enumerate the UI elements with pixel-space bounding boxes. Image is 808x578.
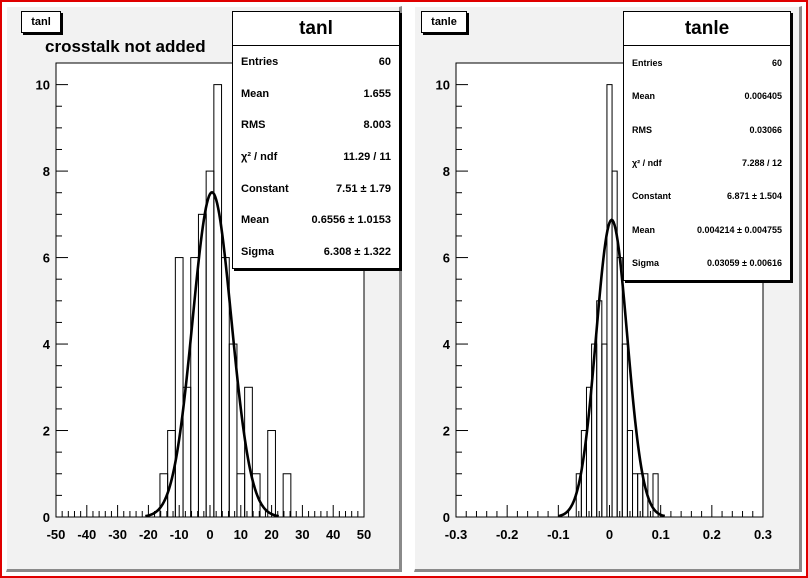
x-tick-label: 0.3 bbox=[754, 527, 772, 542]
stats-value: 0.03066 bbox=[749, 124, 782, 135]
stats-value: 60 bbox=[378, 55, 391, 68]
stats-label: χ² / ndf bbox=[241, 150, 278, 163]
gaussian-fit-curve bbox=[558, 218, 666, 518]
stats-label: Mean bbox=[632, 224, 656, 235]
x-tick-label: 0 bbox=[206, 527, 213, 542]
stats-box-tanle[interactable]: tanle Entries 60 Mean 0.006405 RMS 0.03066 χ² … bbox=[623, 11, 791, 281]
histogram-bin bbox=[251, 473, 261, 518]
y-tick-label: 4 bbox=[443, 337, 451, 352]
stats-label: Sigma bbox=[632, 258, 660, 269]
stats-label: Mean bbox=[632, 91, 656, 102]
y-tick-label: 8 bbox=[43, 164, 50, 179]
stats-row: RMS 8.003 bbox=[233, 109, 399, 141]
stats-value: 1.655 bbox=[363, 87, 391, 100]
stats-row: Sigma 6.308 ± 1.322 bbox=[233, 236, 399, 268]
stats-label: χ² / ndf bbox=[632, 157, 662, 168]
stats-label: RMS bbox=[632, 124, 652, 135]
stats-value: 0.004214 ± 0.004755 bbox=[696, 224, 782, 235]
x-tick-label: -0.2 bbox=[496, 527, 518, 542]
x-tick-label: -50 bbox=[47, 527, 66, 542]
stats-label: Mean bbox=[241, 214, 270, 227]
y-tick-label: 8 bbox=[443, 164, 450, 179]
stats-value: 7.51 ± 1.79 bbox=[336, 182, 391, 195]
stats-value: 6.308 ± 1.322 bbox=[323, 246, 391, 259]
pad-tag-tanle[interactable]: tanle bbox=[421, 11, 467, 33]
gaussian-fit-curve bbox=[145, 190, 280, 518]
y-tick-label: 2 bbox=[443, 424, 450, 439]
stats-row: Constant 6.871 ± 1.504 bbox=[624, 180, 790, 213]
y-tick-label: 10 bbox=[36, 78, 50, 93]
stats-label: Constant bbox=[632, 191, 671, 202]
stats-value: 60 bbox=[771, 57, 782, 68]
x-tick-label: 10 bbox=[234, 527, 248, 542]
pad-tag-tanl[interactable]: tanl bbox=[21, 11, 61, 33]
y-tick-label: 0 bbox=[443, 510, 450, 525]
stats-value: 0.006405 bbox=[744, 91, 782, 102]
y-tick-label: 2 bbox=[43, 424, 50, 439]
histogram-bin bbox=[267, 430, 276, 518]
stats-rows: Entries 60 Mean 1.655 RMS 8.003 χ² / ndf 11.29 … bbox=[233, 46, 399, 268]
stats-value: 7.288 / 12 bbox=[741, 157, 782, 168]
stats-value: 11.29 / 11 bbox=[343, 150, 391, 163]
plot-title: crosstalk not added bbox=[45, 37, 206, 56]
pad-tanle[interactable]: 0 2 4 6 8 10 -0.3 -0.2 -0.1 0 0.1 0.2 0.3 tanle tanl… bbox=[414, 6, 802, 572]
x-tick-label: 40 bbox=[326, 527, 340, 542]
stats-rows: Entries 60 Mean 0.006405 RMS 0.03066 χ² / ndf 7… bbox=[624, 46, 790, 280]
stats-value: 0.03059 ± 0.00616 bbox=[706, 258, 782, 269]
x-tick-label: -40 bbox=[77, 527, 96, 542]
x-tick-label: -30 bbox=[108, 527, 127, 542]
stats-value: 6.871 ± 1.504 bbox=[727, 191, 782, 202]
x-tick-label: 0 bbox=[606, 527, 613, 542]
stats-label: Constant bbox=[241, 182, 289, 195]
stats-row: Mean 1.655 bbox=[233, 78, 399, 110]
stats-title: tanle bbox=[624, 12, 790, 46]
stats-row: RMS 0.03066 bbox=[624, 113, 790, 146]
x-tick-label: -10 bbox=[170, 527, 189, 542]
histogram-bin bbox=[652, 473, 659, 518]
x-tick-label: 0.1 bbox=[652, 527, 670, 542]
stats-row: Constant 7.51 ± 1.79 bbox=[233, 173, 399, 205]
stats-label: RMS bbox=[241, 119, 266, 132]
histogram-bin bbox=[244, 386, 253, 518]
x-tick-label: 20 bbox=[264, 527, 278, 542]
x-tick-label: -0.3 bbox=[445, 527, 467, 542]
stats-value: 0.6556 ± 1.0153 bbox=[311, 214, 391, 227]
stats-row: Mean 0.6556 ± 1.0153 bbox=[233, 205, 399, 237]
x-tick-label: 0.2 bbox=[703, 527, 721, 542]
y-tick-label: 4 bbox=[43, 337, 51, 352]
stats-value: 8.003 bbox=[363, 119, 391, 132]
stats-row: Entries 60 bbox=[624, 46, 790, 79]
stats-title: tanl bbox=[233, 12, 399, 46]
stats-row: χ² / ndf 11.29 / 11 bbox=[233, 141, 399, 173]
stats-row: Mean 0.006405 bbox=[624, 79, 790, 112]
stats-box-tanl[interactable]: tanl Entries 60 Mean 1.655 RMS 8.003 χ² / ndf 1… bbox=[232, 11, 400, 269]
x-tick-label: -20 bbox=[139, 527, 158, 542]
x-tick-label: 30 bbox=[295, 527, 309, 542]
stats-row: Sigma 0.03059 ± 0.00616 bbox=[624, 247, 790, 280]
y-tick-label: 10 bbox=[436, 78, 450, 93]
stats-label: Mean bbox=[241, 87, 270, 100]
stats-row: Mean 0.004214 ± 0.004755 bbox=[624, 213, 790, 246]
stats-row: χ² / ndf 7.288 / 12 bbox=[624, 146, 790, 179]
stats-label: Sigma bbox=[241, 246, 275, 259]
y-tick-label: 0 bbox=[43, 510, 50, 525]
y-tick-label: 6 bbox=[443, 251, 450, 266]
histogram-bin bbox=[282, 473, 292, 518]
stats-label: Entries bbox=[241, 55, 279, 68]
pad-tanl[interactable]: 0 2 4 6 8 10 -50 -40 -30 -20 -10 0 10 20 30 40 50 tanl c… bbox=[6, 6, 402, 572]
y-tick-label: 6 bbox=[43, 251, 50, 266]
stats-label: Entries bbox=[632, 57, 663, 68]
stats-row: Entries 60 bbox=[233, 46, 399, 78]
x-tick-label: 50 bbox=[357, 527, 371, 542]
x-tick-label: -0.1 bbox=[547, 527, 569, 542]
